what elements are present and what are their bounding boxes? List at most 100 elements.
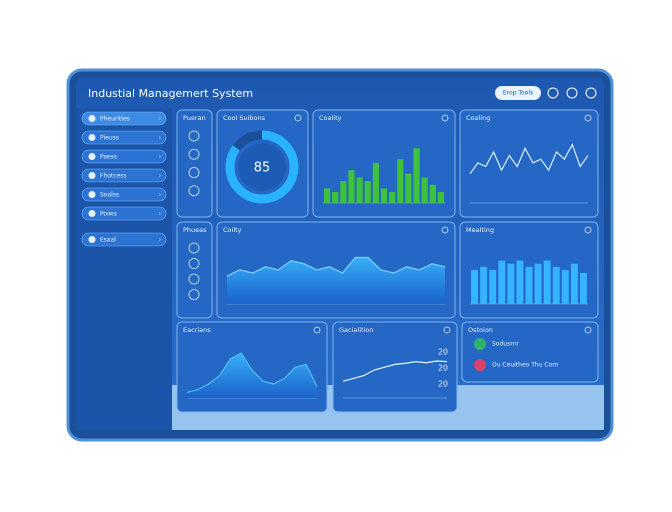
- panel-menu[interactable]: [584, 114, 592, 122]
- icon[interactable]: [547, 87, 559, 99]
- bar: [525, 266, 533, 304]
- nav-item[interactable]: [81, 111, 167, 126]
- bar: [429, 184, 436, 203]
- nav-arrow[interactable]: ›: [159, 191, 161, 198]
- series-line: [469, 143, 589, 175]
- bar: [356, 177, 363, 203]
- bar: [372, 162, 379, 203]
- nav-item[interactable]: [81, 130, 167, 145]
- area-fill: [227, 257, 445, 304]
- list-icon: [474, 338, 486, 350]
- bar: [413, 148, 420, 203]
- nav-label[interactable]: Paess: [100, 153, 117, 160]
- icon[interactable]: [566, 87, 578, 99]
- nav-item[interactable]: [81, 206, 167, 221]
- icon: [188, 242, 200, 254]
- bar: [489, 269, 497, 304]
- nav-label[interactable]: Pieuss: [100, 134, 119, 141]
- nav-arrow[interactable]: ›: [159, 115, 161, 122]
- nav-icon[interactable]: [88, 210, 96, 217]
- bar: [405, 173, 412, 203]
- series-line: [186, 352, 318, 393]
- nav-icon[interactable]: [88, 236, 96, 243]
- nav-item[interactable]: [81, 232, 167, 247]
- panel-menu[interactable]: [294, 114, 302, 122]
- side-label: 20: [438, 364, 448, 373]
- bar: [480, 266, 488, 304]
- bar: [437, 192, 445, 203]
- bar: [421, 177, 428, 203]
- nav-arrow[interactable]: ›: [159, 210, 161, 217]
- panel-title: Gacialition: [339, 326, 373, 334]
- list-item: Ou Ceuitheo Thu Corn: [492, 362, 559, 369]
- panel-title: Coaling: [466, 114, 490, 122]
- series-line: [342, 360, 448, 382]
- panel-title: Mealting: [466, 226, 494, 234]
- panel: [176, 109, 213, 218]
- icon[interactable]: [585, 87, 597, 99]
- bar: [516, 260, 524, 304]
- area-fill: [187, 353, 317, 398]
- list-icon: [474, 359, 486, 371]
- bar: [534, 263, 542, 304]
- tools-button[interactable]: [495, 86, 541, 100]
- list-item: Sodusrnr: [492, 341, 519, 348]
- nav-icon[interactable]: [88, 172, 96, 179]
- nav-label[interactable]: Poiws: [100, 210, 117, 217]
- panel-title: Phueas: [183, 226, 207, 234]
- nav-arrow[interactable]: ›: [159, 134, 161, 141]
- icon: [188, 167, 200, 178]
- panel-menu[interactable]: [441, 226, 449, 234]
- panel-title: Coilty: [223, 226, 242, 234]
- bar: [364, 181, 371, 203]
- nav-item[interactable]: [81, 187, 167, 202]
- panel-menu[interactable]: [441, 114, 449, 122]
- gauge-center: [238, 143, 286, 191]
- nav-item[interactable]: [81, 149, 167, 164]
- nav-label[interactable]: Soalss: [100, 191, 119, 198]
- panel-title: Eacrians: [183, 326, 211, 334]
- panel-menu[interactable]: [584, 326, 592, 334]
- panel-title: Coality: [319, 114, 342, 122]
- bar: [397, 159, 404, 203]
- icon: [188, 185, 200, 197]
- panel: [176, 221, 213, 319]
- bar: [323, 188, 331, 203]
- nav-item[interactable]: [81, 168, 167, 183]
- nav-icon[interactable]: [88, 191, 96, 198]
- bar: [543, 260, 551, 304]
- nav-label[interactable]: Esaal: [100, 236, 116, 243]
- nav-icon[interactable]: [88, 153, 96, 160]
- bar: [389, 192, 396, 203]
- series-line: [226, 256, 446, 277]
- bar: [498, 260, 506, 304]
- nav-arrow[interactable]: ›: [159, 153, 161, 160]
- panel: [461, 321, 599, 383]
- gauge-arc: [225, 130, 299, 204]
- nav-label[interactable]: Pheurities: [100, 115, 130, 122]
- side-label: 20: [438, 348, 448, 357]
- nav-label[interactable]: Fhotcess: [100, 172, 127, 179]
- nav-icon[interactable]: [88, 134, 96, 141]
- panel-menu[interactable]: [313, 326, 321, 334]
- app-title: Industial Managemert System: [88, 87, 253, 100]
- icon: [188, 130, 200, 142]
- panel-menu[interactable]: [443, 326, 451, 334]
- panel-title: Ostoion: [468, 326, 493, 334]
- bar: [507, 263, 515, 304]
- panel: [459, 109, 599, 218]
- panel-menu[interactable]: [584, 226, 592, 234]
- bar: [348, 170, 355, 203]
- bar: [552, 266, 560, 304]
- icon: [188, 273, 200, 285]
- icon: [188, 148, 200, 160]
- nav-arrow[interactable]: ›: [159, 172, 161, 179]
- bar: [570, 263, 578, 304]
- nav-icon[interactable]: [88, 115, 96, 122]
- panel: [332, 321, 458, 413]
- nav-arrow[interactable]: ›: [159, 236, 161, 243]
- bar: [380, 188, 388, 203]
- tools-button-label[interactable]: Erop Tools: [503, 90, 533, 97]
